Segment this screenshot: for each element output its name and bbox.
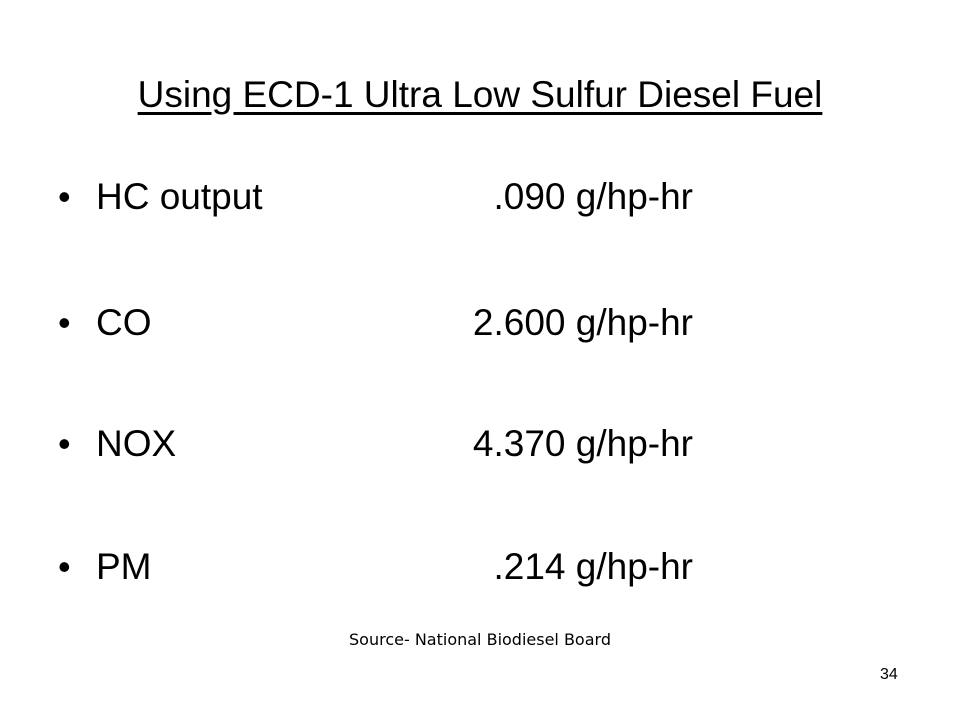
page-number: 34 [880,666,898,683]
bullet: • [58,546,71,587]
item-value: .090 g/hp-hr [493,176,693,217]
item-label: PM [96,546,152,587]
item-value: 4.370 g/hp-hr [472,423,693,464]
item-value: 2.600 g/hp-hr [472,302,693,343]
item-label: CO [96,302,152,343]
bullet: • [58,176,71,217]
item-value: .214 g/hp-hr [493,546,693,587]
item-label: HC output [96,176,263,217]
bullet: • [58,423,71,464]
bullet-item: • NOX 4.370 g/hp-hr [0,423,960,473]
slide-title: Using ECD-1 Ultra Low Sulfur Diesel Fuel [137,74,823,115]
source-note: Source- National Biodiesel Board [349,630,611,649]
bullet: • [58,302,71,343]
bullet-item: • PM .214 g/hp-hr [0,546,960,596]
bullet-item: • CO 2.600 g/hp-hr [0,302,960,352]
bullet-item: • HC output .090 g/hp-hr [0,176,960,226]
item-label: NOX [96,423,177,464]
